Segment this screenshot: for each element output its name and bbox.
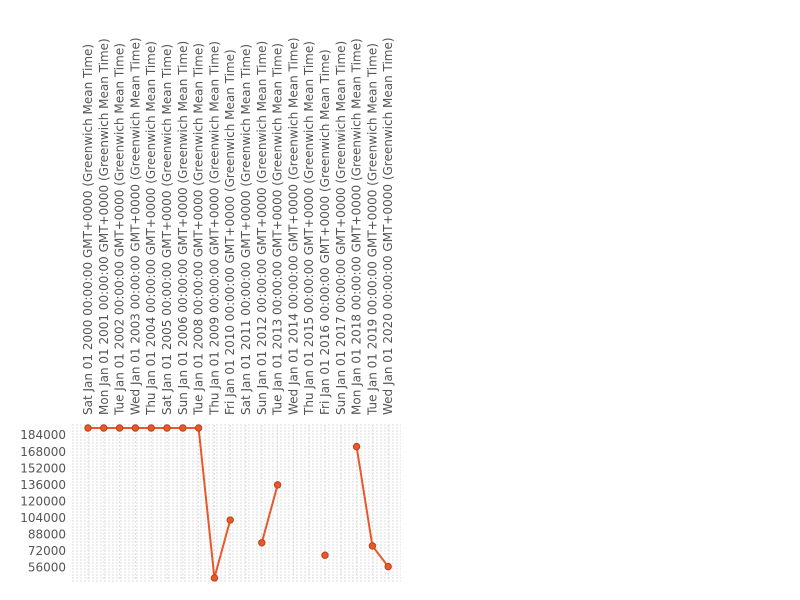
data-point	[226, 516, 234, 524]
data-point	[163, 424, 171, 432]
x-tick-label: Mon Jan 01 2018 00:00:00 GMT+0000 (Green…	[350, 38, 364, 415]
data-point	[84, 424, 92, 432]
y-tick-label: 72000	[28, 544, 66, 558]
data-point	[352, 442, 361, 451]
x-tick-label: Fri Jan 01 2016 00:00:00 GMT+0000 (Green…	[318, 49, 332, 415]
x-tick-label: Tue Jan 01 2008 00:00:00 GMT+0000 (Green…	[192, 43, 206, 416]
data-point	[368, 542, 377, 550]
y-tick-label: 184000	[20, 428, 66, 442]
data-point	[194, 424, 203, 432]
series-line-segment	[260, 484, 279, 544]
x-tick-label: Tue Jan 01 2019 00:00:00 GMT+0000 (Green…	[365, 43, 379, 416]
series-points	[84, 424, 392, 582]
y-tick-label: 104000	[20, 511, 66, 525]
x-tick-label: Tue Jan 01 2013 00:00:00 GMT+0000 (Green…	[271, 43, 285, 416]
x-tick-label: Sat Jan 01 2000 00:00:00 GMT+0000 (Green…	[81, 44, 95, 415]
x-tick-label: Mon Jan 01 2001 00:00:00 GMT+0000 (Green…	[97, 38, 111, 415]
data-point	[273, 481, 282, 489]
x-tick-label: Thu Jan 01 2015 00:00:00 GMT+0000 (Green…	[302, 41, 316, 416]
x-tick-label: Sun Jan 01 2006 00:00:00 GMT+0000 (Green…	[176, 41, 190, 415]
data-point	[100, 424, 108, 432]
x-tick-label: Sun Jan 01 2012 00:00:00 GMT+0000 (Green…	[255, 41, 269, 415]
y-tick-label: 120000	[20, 494, 66, 508]
x-tick-label: Wed Jan 01 2020 00:00:00 GMT+0000 (Green…	[381, 37, 395, 415]
x-tick-label: Sat Jan 01 2011 00:00:00 GMT+0000 (Green…	[239, 44, 253, 415]
data-point	[384, 562, 392, 571]
x-tick-label: Thu Jan 01 2004 00:00:00 GMT+0000 (Green…	[144, 41, 158, 416]
y-tick-label: 56000	[28, 561, 66, 575]
data-point	[321, 551, 329, 559]
y-tick-label: 136000	[20, 478, 66, 492]
x-axis-labels: Sat Jan 01 2000 00:00:00 GMT+0000 (Green…	[81, 37, 395, 416]
data-point	[258, 539, 266, 547]
x-tick-label: Thu Jan 01 2009 00:00:00 GMT+0000 (Green…	[207, 41, 221, 416]
x-tick-label: Wed Jan 01 2003 00:00:00 GMT+0000 (Green…	[128, 37, 142, 415]
data-point	[115, 424, 124, 432]
data-point	[131, 424, 140, 432]
x-tick-label: Sat Jan 01 2005 00:00:00 GMT+0000 (Green…	[160, 44, 174, 415]
y-tick-label: 152000	[20, 461, 66, 475]
x-tick-label: Tue Jan 01 2002 00:00:00 GMT+0000 (Green…	[113, 43, 127, 416]
data-point	[179, 424, 187, 432]
data-point	[210, 574, 219, 582]
y-axis-labels: 56000 72000 88000 104000 120000 136000 152000 1…	[20, 428, 66, 574]
data-point	[147, 424, 155, 432]
y-tick-label: 88000	[28, 528, 66, 542]
x-tick-label: Sun Jan 01 2017 00:00:00 GMT+0000 (Green…	[334, 41, 348, 415]
x-tick-label: Wed Jan 01 2014 00:00:00 GMT+0000 (Green…	[286, 37, 300, 415]
x-tick-label: Fri Jan 01 2010 00:00:00 GMT+0000 (Green…	[223, 49, 237, 415]
series-line-segment	[88, 427, 232, 579]
chart-grid	[72, 424, 401, 582]
y-tick-label: 168000	[20, 445, 66, 459]
